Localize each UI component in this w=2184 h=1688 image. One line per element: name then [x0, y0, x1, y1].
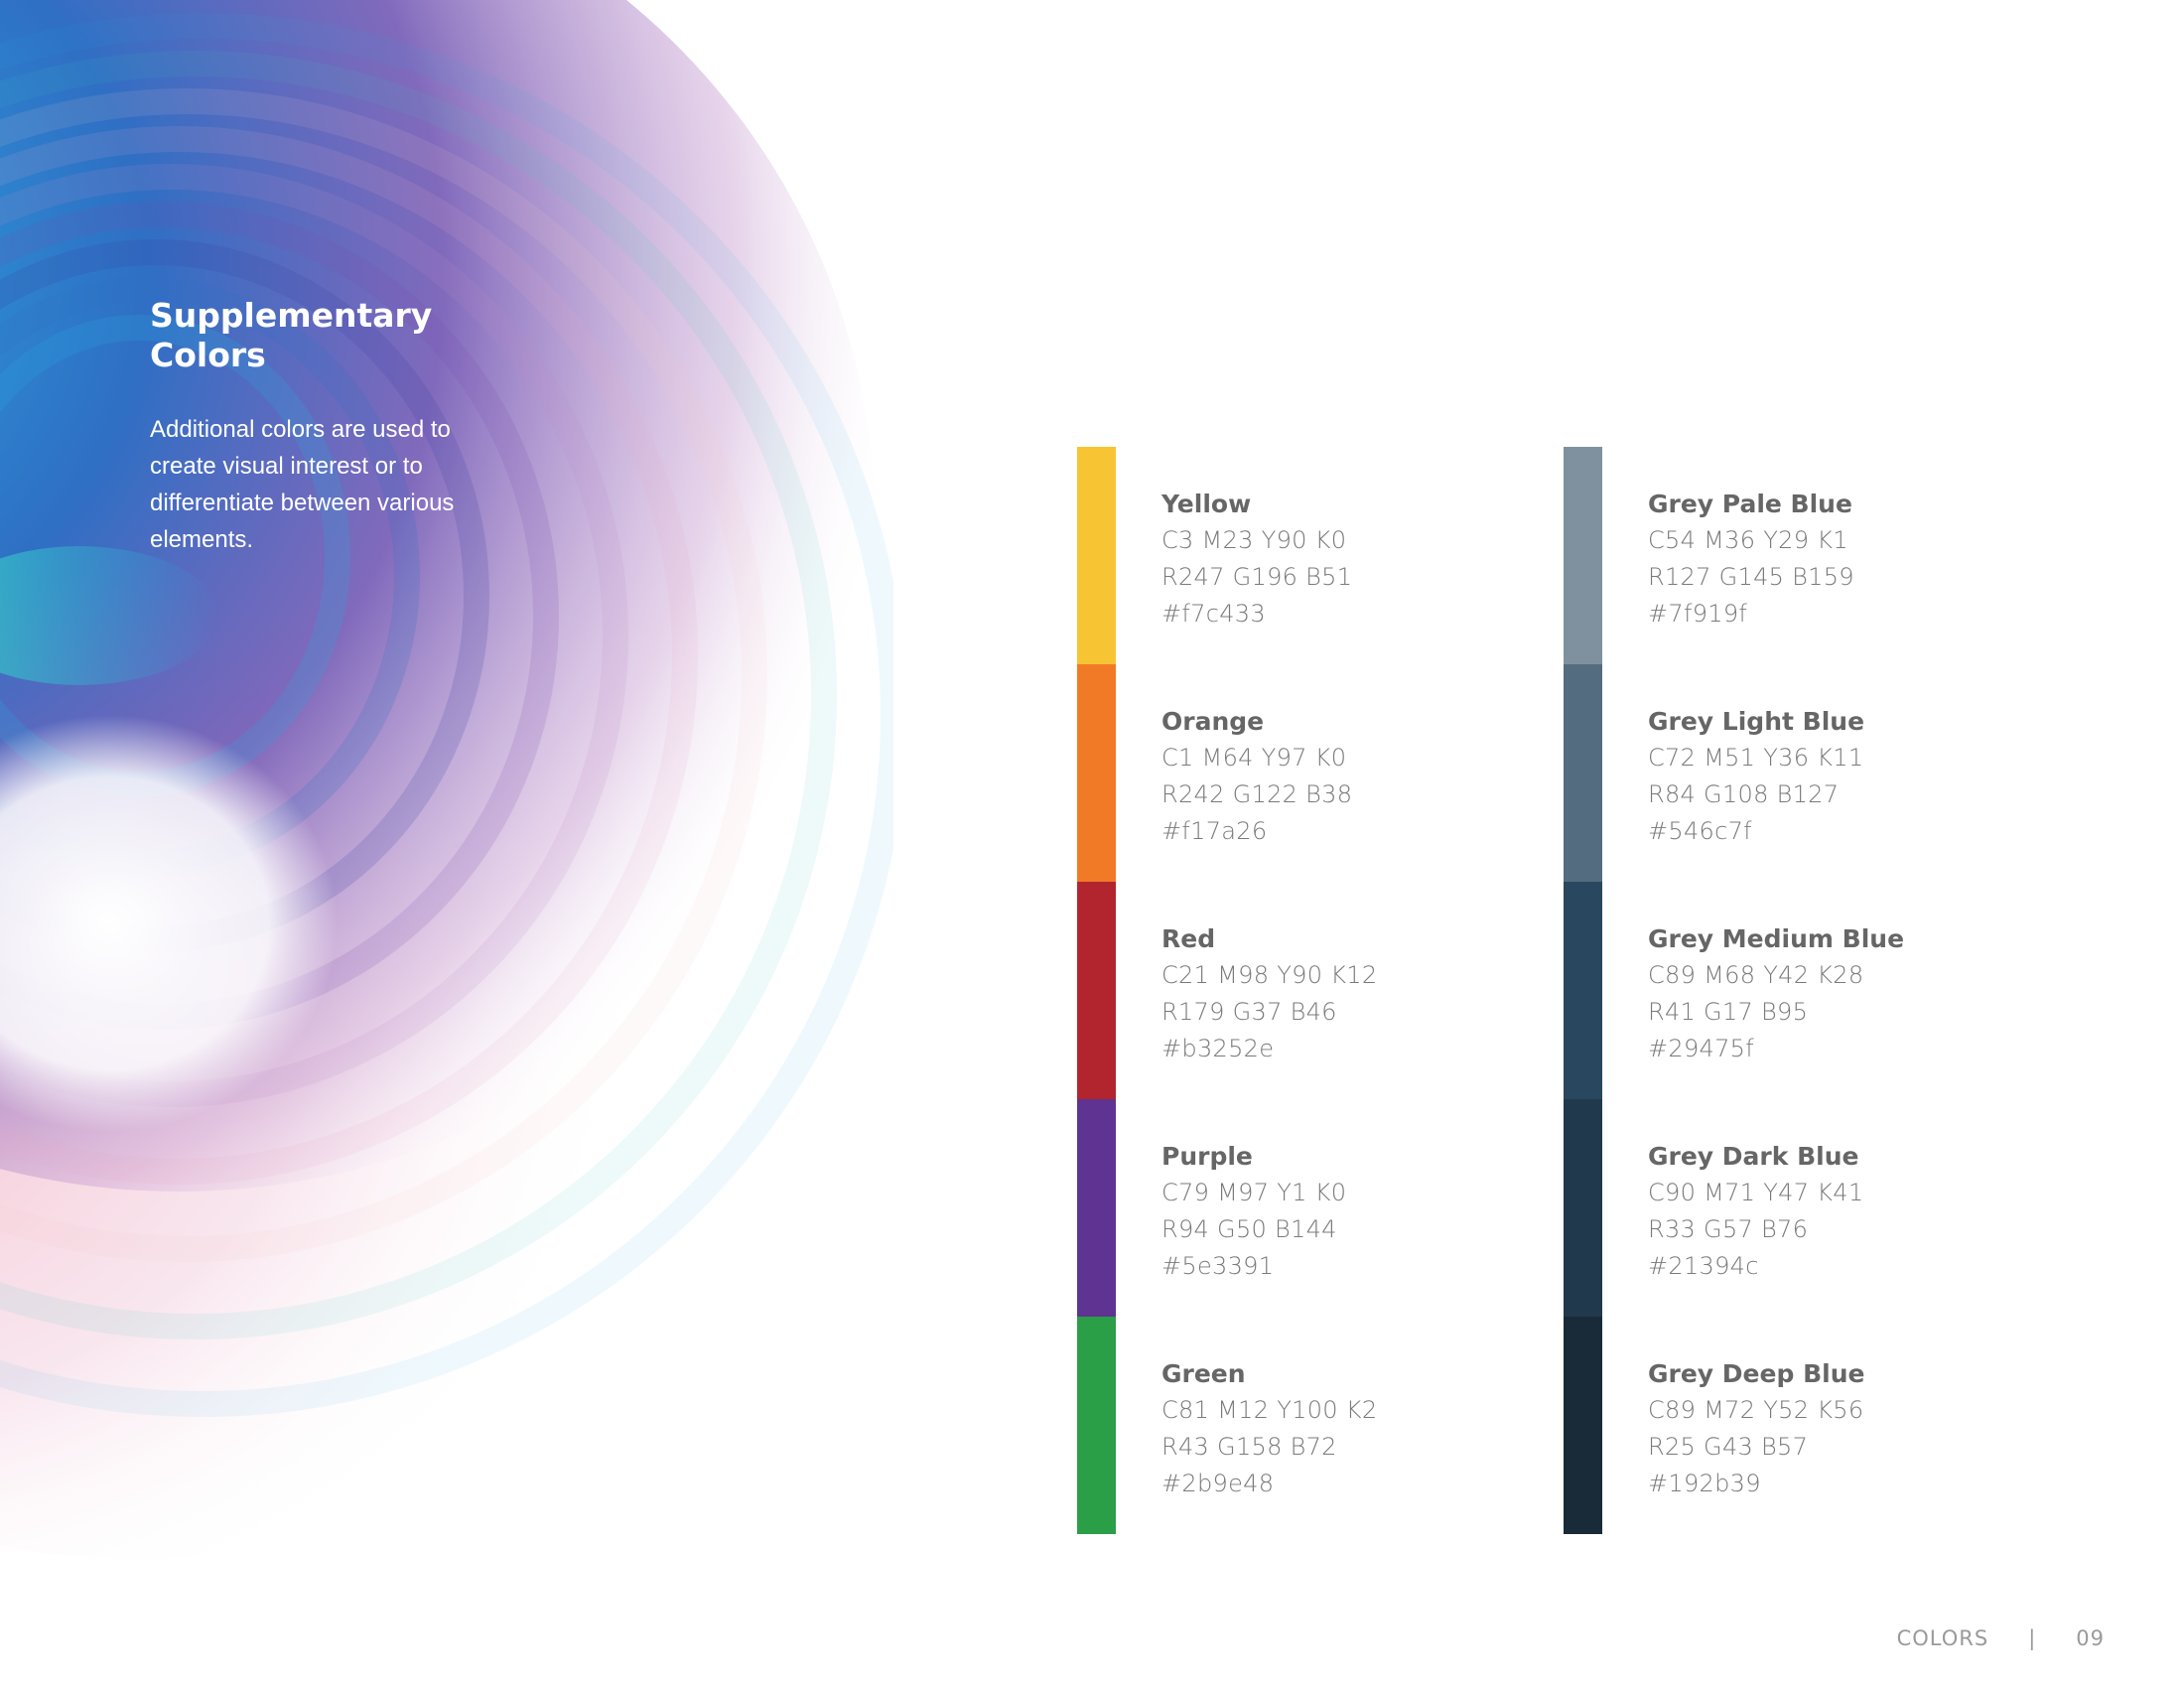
color-swatch-yellow: Yellow C3 M23 Y90 K0 R247 G196 B51 #f7c4…	[1077, 447, 1772, 664]
decorative-ring	[0, 88, 767, 1262]
color-hex: #2b9e48	[1161, 1470, 1275, 1497]
color-hex: #f17a26	[1161, 817, 1268, 845]
color-hex: #29475f	[1648, 1035, 1755, 1062]
supplementary-colors-column-left: Yellow C3 M23 Y90 K0 R247 G196 B51 #f7c4…	[1077, 447, 1772, 1534]
color-cmyk: C89 M68 Y42 K28	[1648, 961, 1864, 989]
color-cmyk: C72 M51 Y36 K11	[1648, 744, 1864, 772]
color-hex: #b3252e	[1161, 1035, 1275, 1062]
color-hex: #21394c	[1648, 1252, 1759, 1280]
color-name: Green	[1161, 1359, 1246, 1388]
color-swatch-grey-medium-blue: Grey Medium Blue C89 M68 Y42 K28 R41 G17…	[1564, 882, 2184, 1099]
decorative-ring	[0, 13, 893, 1417]
page-description: Additional colors are used to create vis…	[150, 416, 455, 553]
color-rgb: R43 G158 B72	[1161, 1433, 1337, 1461]
color-cmyk: C90 M71 Y47 K41	[1648, 1179, 1864, 1206]
color-bar	[1564, 664, 1602, 882]
color-cmyk: C81 M12 Y100 K2	[1161, 1396, 1378, 1424]
color-cmyk: C3 M23 Y90 K0	[1161, 526, 1347, 554]
color-bar	[1077, 447, 1116, 664]
color-bar	[1077, 882, 1116, 1099]
color-cmyk: C79 M97 Y1 K0	[1161, 1179, 1347, 1206]
color-rgb: R33 G57 B76	[1648, 1215, 1809, 1243]
color-bar	[1077, 664, 1116, 882]
color-bar	[1564, 1099, 1602, 1317]
color-swatch-grey-deep-blue: Grey Deep Blue C89 M72 Y52 K56 R25 G43 B…	[1564, 1317, 2184, 1534]
color-hex: #546c7f	[1648, 817, 1752, 845]
color-bar	[1564, 1317, 1602, 1534]
color-name: Yellow	[1161, 490, 1252, 518]
color-name: Grey Deep Blue	[1648, 1359, 1865, 1388]
color-rgb: R247 G196 B51	[1161, 563, 1353, 591]
color-swatch-orange: Orange C1 M64 Y97 K0 R242 G122 B38 #f17a…	[1077, 664, 1772, 882]
color-swatch-red: Red C21 M98 Y90 K12 R179 G37 B46 #b3252e	[1077, 882, 1772, 1099]
color-cmyk: C21 M98 Y90 K12	[1161, 961, 1378, 989]
color-cmyk: C1 M64 Y97 K0	[1161, 744, 1347, 772]
color-bar	[1077, 1099, 1116, 1317]
color-rgb: R242 G122 B38	[1161, 780, 1353, 808]
page-footer: COLORS | 09	[1897, 1626, 2105, 1650]
color-rgb: R84 G108 B127	[1648, 780, 1840, 808]
color-rgb: R41 G17 B95	[1648, 998, 1809, 1026]
color-rgb: R179 G37 B46	[1161, 998, 1337, 1026]
color-name: Orange	[1161, 707, 1265, 736]
color-swatch-grey-dark-blue: Grey Dark Blue C90 M71 Y47 K41 R33 G57 B…	[1564, 1099, 2184, 1317]
supplementary-colors-column-right: Grey Pale Blue C54 M36 Y29 K1 R127 G145 …	[1564, 447, 2184, 1534]
color-bar	[1077, 1317, 1116, 1534]
page-number: 09	[2076, 1626, 2105, 1650]
color-rgb: R94 G50 B144	[1161, 1215, 1337, 1243]
color-swatch-purple: Purple C79 M97 Y1 K0 R94 G50 B144 #5e339…	[1077, 1099, 1772, 1317]
color-swatch-grey-light-blue: Grey Light Blue C72 M51 Y36 K11 R84 G108…	[1564, 664, 2184, 882]
color-name: Grey Pale Blue	[1648, 490, 1852, 518]
color-swatch-grey-pale-blue: Grey Pale Blue C54 M36 Y29 K1 R127 G145 …	[1564, 447, 2184, 664]
decorative-color-wheel-art	[0, 0, 893, 1559]
color-name: Grey Dark Blue	[1648, 1142, 1859, 1171]
decorative-ring	[0, 51, 837, 1339]
color-name: Grey Medium Blue	[1648, 924, 1905, 953]
color-bar	[1564, 882, 1602, 1099]
footer-separator: |	[2028, 1626, 2037, 1650]
decorative-ring	[0, 126, 698, 1185]
color-rgb: R127 G145 B159	[1648, 563, 1854, 591]
color-cmyk: C89 M72 Y52 K56	[1648, 1396, 1864, 1424]
color-hex: #f7c433	[1161, 600, 1266, 628]
color-name: Purple	[1161, 1142, 1253, 1171]
color-hex: #192b39	[1648, 1470, 1761, 1497]
color-name: Grey Light Blue	[1648, 707, 1865, 736]
color-cmyk: C54 M36 Y29 K1	[1648, 526, 1848, 554]
color-hex: #7f919f	[1648, 600, 1748, 628]
color-name: Red	[1161, 924, 1216, 953]
color-hex: #5e3391	[1161, 1252, 1275, 1280]
footer-section-label: COLORS	[1896, 1626, 1989, 1650]
color-rgb: R25 G43 B57	[1648, 1433, 1809, 1461]
color-bar	[1564, 447, 1602, 664]
page-title: Supplementary Colors	[150, 296, 433, 374]
color-swatch-green: Green C81 M12 Y100 K2 R43 G158 B72 #2b9e…	[1077, 1317, 1772, 1534]
